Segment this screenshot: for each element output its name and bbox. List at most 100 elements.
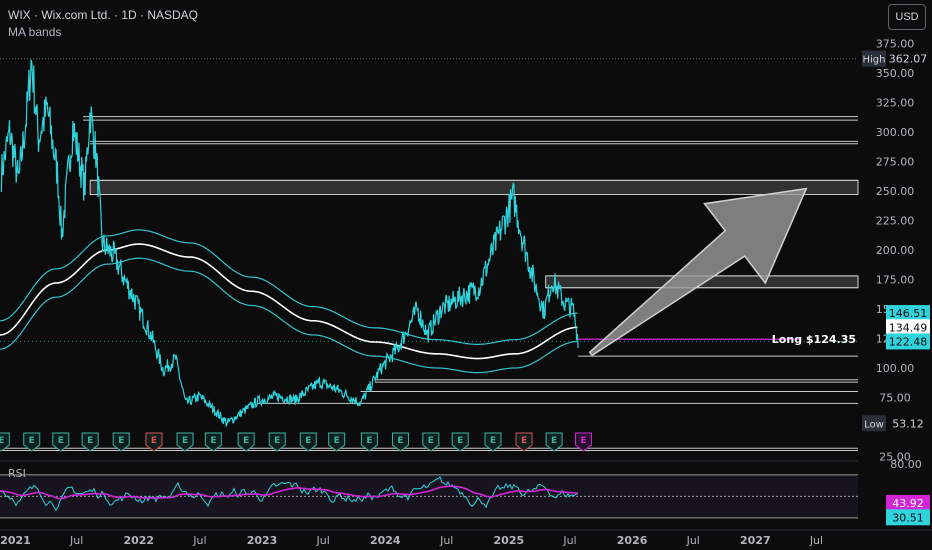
y-tick-label: 175.00 (876, 273, 915, 286)
low-value: 53.12 (892, 417, 924, 430)
earnings-marker-label: E (210, 436, 216, 446)
y-tick-label: 100.00 (876, 362, 915, 375)
earnings-marker-shape (574, 432, 592, 452)
low-label-box (862, 415, 886, 432)
earnings-marker: E (0, 432, 10, 452)
earnings-marker-label: E (151, 436, 157, 446)
earnings-marker-shape (268, 432, 286, 452)
earnings-marker: E (328, 432, 346, 452)
earnings-marker: E (451, 432, 469, 452)
y-tick-label: 250.00 (876, 185, 915, 198)
earnings-marker: E (391, 432, 409, 452)
earnings-marker: E (545, 432, 563, 452)
y-tick-label: 25.00 (879, 450, 911, 463)
x-tick-label: 2021 (0, 534, 31, 547)
earnings-marker-shape (112, 432, 130, 452)
rsi-value: 30.51 (892, 511, 924, 524)
y-tick-label: 275.00 (876, 155, 915, 168)
x-tick-label: Jul (439, 534, 453, 547)
low-value-box (886, 415, 930, 432)
earnings-marker-label: E (0, 436, 4, 446)
earnings-marker-shape (204, 432, 222, 452)
earnings-marker-label: E (274, 436, 280, 446)
rsi-value-box (886, 509, 930, 526)
y-tick-label: 75.00 (879, 391, 911, 404)
earnings-marker: E (360, 432, 378, 452)
x-tick-label: Jul (69, 534, 83, 547)
earnings-marker: E (515, 432, 533, 452)
ma-center-line (0, 243, 578, 360)
earnings-marker-shape (81, 432, 99, 452)
earnings-marker-shape (145, 432, 163, 452)
earnings-marker: E (268, 432, 286, 452)
earnings-marker: E (574, 432, 592, 452)
earnings-marker-label: E (580, 436, 586, 446)
x-tick-label: Jul (316, 534, 330, 547)
earnings-marker-label: E (87, 436, 93, 446)
earnings-marker-shape (484, 432, 502, 452)
earnings-marker-shape (176, 432, 194, 452)
earnings-marker: E (23, 432, 41, 452)
x-tick-label: 2023 (247, 534, 278, 547)
band-lower-value: 122.48 (889, 335, 928, 348)
earnings-marker-shape (515, 432, 533, 452)
high-label-box (862, 50, 886, 67)
x-tick-label: Jul (686, 534, 700, 547)
earnings-marker-label: E (397, 436, 403, 446)
earnings-marker: E (112, 432, 130, 452)
x-tick-label: Jul (562, 534, 576, 547)
price-axis (862, 0, 932, 550)
earnings-marker-label: E (551, 436, 557, 446)
currency-button[interactable]: USD (888, 4, 926, 30)
high-label: High (863, 55, 886, 66)
earnings-marker-shape (237, 432, 255, 452)
price-line (0, 59, 579, 428)
earnings-marker-label: E (428, 436, 434, 446)
earnings-marker-shape (299, 432, 317, 452)
x-tick-label: Jul (809, 534, 823, 547)
earnings-marker: E (52, 432, 70, 452)
ma-band-lower (0, 257, 578, 374)
x-tick-label: 2025 (494, 534, 525, 547)
y-tick-label: 300.00 (876, 126, 915, 139)
x-tick-label: 2027 (740, 534, 771, 547)
x-tick-label: 2022 (123, 534, 154, 547)
long-entry-label: Long $124.35 (772, 333, 856, 346)
earnings-marker: E (176, 432, 194, 452)
earnings-marker: E (299, 432, 317, 452)
earnings-marker-shape (391, 432, 409, 452)
earnings-marker: E (422, 432, 440, 452)
earnings-marker-shape (52, 432, 70, 452)
earnings-marker-label: E (243, 436, 249, 446)
chart-title: WIX · Wix.com Ltd. · 1D · NASDAQ (8, 8, 199, 22)
earnings-marker-shape (23, 432, 41, 452)
ma-center-value-box (886, 319, 930, 336)
y-tick-label: 350.00 (876, 67, 915, 80)
earnings-marker: E (484, 432, 502, 452)
rsi-title: RSI (8, 467, 26, 480)
band-upper-value-box (886, 305, 930, 322)
rsi-ma-value-box (886, 494, 930, 511)
earnings-marker-label: E (58, 436, 64, 446)
x-tick-label: 2024 (370, 534, 401, 547)
earnings-marker-label: E (366, 436, 372, 446)
band-lower-value-box (886, 333, 930, 350)
indicator-label: MA bands (8, 25, 62, 39)
y-tick-label: 225.00 (876, 214, 915, 227)
ma-band-upper (0, 229, 578, 345)
earnings-marker-shape (545, 432, 563, 452)
earnings-marker-shape (451, 432, 469, 452)
high-value-box (886, 50, 930, 67)
earnings-marker-label: E (29, 436, 35, 446)
earnings-marker-label: E (334, 436, 340, 446)
earnings-marker-shape (422, 432, 440, 452)
earnings-marker-label: E (305, 436, 311, 446)
earnings-marker-label: E (490, 436, 496, 446)
y-tick-label: 200.00 (876, 244, 915, 257)
earnings-marker-label: E (521, 436, 527, 446)
earnings-marker-label: E (457, 436, 463, 446)
rsi-y-tick: 80.00 (890, 458, 922, 471)
x-tick-label: 2026 (617, 534, 648, 547)
earnings-marker-shape (0, 432, 10, 452)
